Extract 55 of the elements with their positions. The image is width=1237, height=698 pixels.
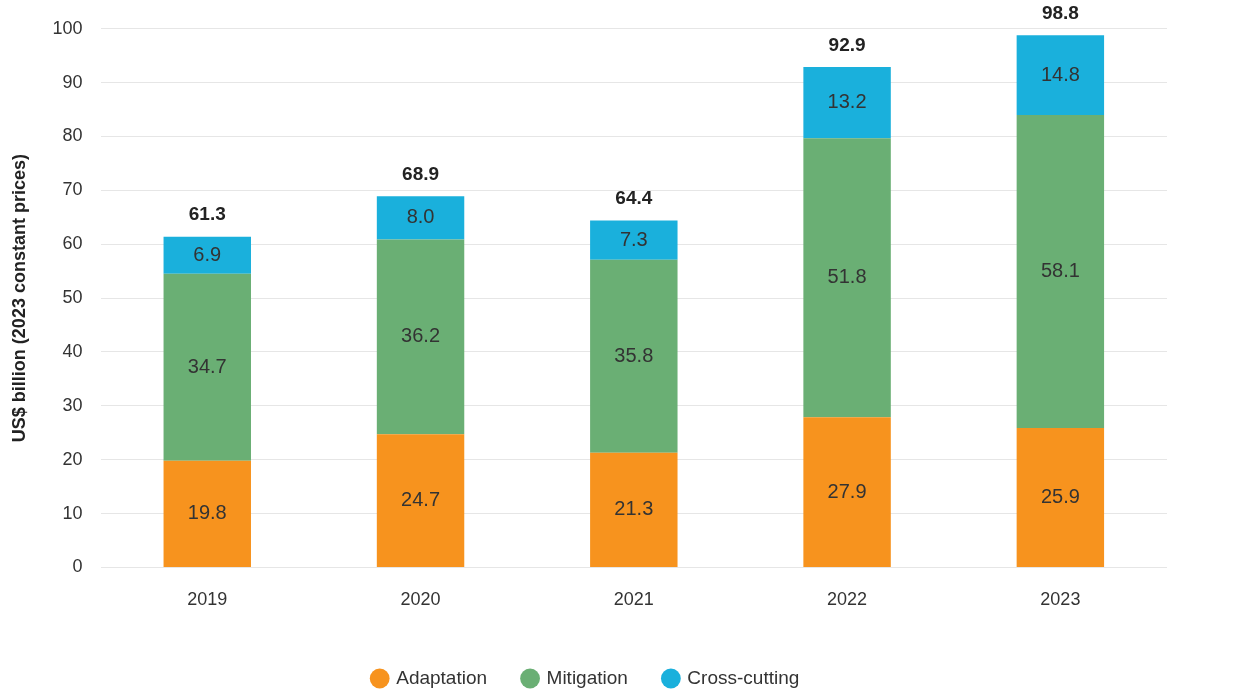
- total-label: 98.8: [1041, 2, 1079, 23]
- x-tick-label: 2022: [827, 589, 868, 610]
- y-tick-label: 30: [62, 394, 83, 415]
- data-label: 25.9: [1040, 484, 1080, 507]
- y-tick-label: 100: [52, 17, 83, 38]
- data-label: 19.8: [187, 501, 227, 524]
- bar: [376, 239, 465, 435]
- y-tick-label: 50: [62, 287, 83, 308]
- data-label: 27.9: [827, 479, 867, 502]
- bar: [803, 417, 891, 567]
- data-label: 8.0: [406, 205, 435, 228]
- bar: [803, 138, 891, 418]
- data-label: 13.2: [827, 90, 867, 113]
- legend-label: Adaptation: [396, 666, 488, 688]
- total-label: 61.3: [188, 203, 226, 225]
- x-tick-label: 2023: [1040, 589, 1081, 610]
- data-label: 6.9: [193, 242, 222, 265]
- total-label: 68.9: [402, 163, 440, 185]
- bar: [590, 259, 678, 453]
- bar: [590, 220, 678, 260]
- bar: [376, 196, 465, 240]
- data-label: 21.3: [614, 497, 654, 520]
- y-tick-label: 70: [62, 179, 83, 200]
- y-tick-label: 80: [62, 125, 83, 146]
- bar: [163, 460, 251, 567]
- y-tick-label: 60: [62, 233, 83, 254]
- data-label: 14.8: [1040, 62, 1080, 85]
- y-tick-label: 40: [62, 340, 83, 361]
- data-label: 36.2: [401, 324, 441, 347]
- x-tick-label: 2021: [613, 589, 654, 610]
- legend-label: Cross-cutting: [687, 666, 800, 688]
- bar: [163, 236, 251, 274]
- bar: [1016, 114, 1105, 428]
- data-label: 24.7: [401, 488, 441, 511]
- x-tick-label: 2020: [400, 589, 441, 610]
- bar: [1016, 427, 1105, 567]
- y-tick-label: 10: [62, 502, 83, 523]
- data-label: 7.3: [619, 227, 648, 250]
- data-label: 34.7: [187, 354, 227, 377]
- y-tick-label: 0: [72, 556, 83, 577]
- data-label: 51.8: [827, 265, 867, 288]
- bar: [163, 273, 251, 461]
- total-label: 64.4: [615, 187, 653, 209]
- legend-label: Mitigation: [546, 666, 628, 688]
- data-label: 58.1: [1040, 258, 1080, 281]
- y-tick-label: 20: [62, 448, 83, 469]
- y-axis-title: US$ billion (2023 constant prices): [8, 154, 29, 443]
- x-tick-label: 2019: [187, 589, 228, 610]
- bar: [1016, 35, 1105, 115]
- bar: [376, 434, 465, 567]
- bar: [803, 67, 891, 139]
- y-tick-label: 90: [62, 71, 83, 92]
- bar: [590, 452, 678, 567]
- total-label: 92.9: [828, 33, 866, 55]
- data-label: 35.8: [614, 343, 654, 366]
